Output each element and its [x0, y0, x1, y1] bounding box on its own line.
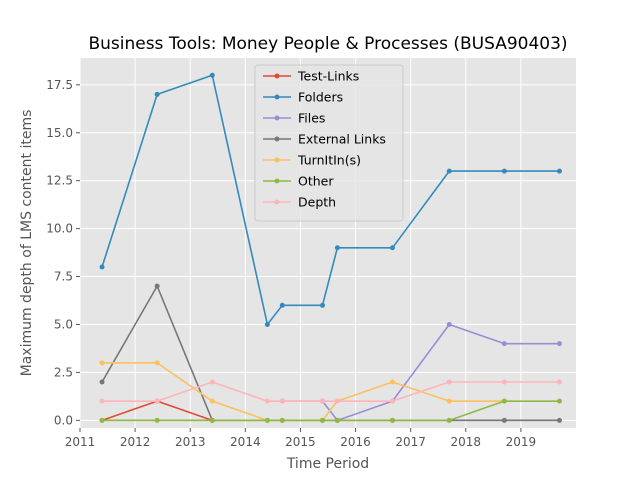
x-tick-label: 2016 — [340, 435, 371, 449]
series-other — [99, 398, 562, 423]
legend-label: Depth — [298, 195, 336, 210]
data-point — [501, 379, 507, 385]
data-point — [154, 417, 160, 423]
data-point — [154, 91, 160, 97]
data-point — [209, 72, 215, 78]
legend-marker — [274, 199, 280, 205]
legend-label: TurnItIn(s) — [297, 153, 361, 168]
legend: Test-Links Folders Files External Links Turn… — [254, 64, 404, 222]
data-point — [556, 417, 562, 423]
data-point — [279, 398, 285, 404]
data-point — [446, 168, 452, 174]
legend-marker — [274, 73, 280, 79]
data-point — [279, 302, 285, 308]
data-point — [209, 417, 215, 423]
legend-item: Folders — [263, 90, 343, 105]
x-tick-label: 2014 — [230, 435, 261, 449]
x-tick-label: 2015 — [285, 435, 316, 449]
data-point — [389, 245, 395, 251]
y-tick-label: 5.0 — [54, 317, 73, 331]
data-point — [99, 417, 105, 423]
x-axis-ticks: 2011 2012 2013 2014 2015 2016 2017 2018 2019 — [65, 428, 536, 449]
x-tick-label: 2011 — [65, 435, 96, 449]
data-point — [334, 417, 340, 423]
data-point — [556, 398, 562, 404]
data-point — [389, 417, 395, 423]
y-tick-label: 12.5 — [46, 174, 73, 188]
series-folders — [99, 72, 562, 327]
data-point — [501, 168, 507, 174]
x-axis-label: Time Period — [286, 456, 369, 472]
data-point — [99, 360, 105, 366]
data-point — [279, 417, 285, 423]
data-point — [334, 245, 340, 251]
data-point — [264, 417, 270, 423]
data-point — [99, 379, 105, 385]
legend-item: Test-Links — [263, 69, 359, 84]
data-point — [389, 379, 395, 385]
x-tick-label: 2018 — [451, 435, 482, 449]
data-point — [319, 302, 325, 308]
data-point — [264, 321, 270, 327]
legend-marker — [274, 136, 280, 142]
legend-marker — [274, 157, 280, 163]
data-point — [446, 321, 452, 327]
y-tick-label: 2.5 — [54, 365, 73, 379]
data-point — [99, 264, 105, 270]
data-point — [556, 168, 562, 174]
legend-box — [254, 64, 404, 222]
legend-item: TurnItIn(s) — [263, 153, 361, 168]
data-point — [154, 360, 160, 366]
legend-label: Other — [298, 174, 334, 189]
x-tick-label: 2019 — [506, 435, 537, 449]
y-tick-label: 7.5 — [54, 270, 73, 284]
x-tick-label: 2013 — [175, 435, 206, 449]
legend-marker — [274, 94, 280, 100]
data-point — [501, 417, 507, 423]
legend-label: Files — [298, 111, 325, 126]
legend-item: External Links — [263, 132, 386, 147]
data-point — [264, 398, 270, 404]
legend-label: Test-Links — [297, 69, 359, 84]
legend-label: External Links — [298, 132, 386, 147]
legend-item: Depth — [263, 195, 336, 210]
data-point — [154, 283, 160, 289]
data-point — [446, 398, 452, 404]
data-point — [389, 398, 395, 404]
legend-marker — [274, 178, 280, 184]
data-point — [334, 398, 340, 404]
data-point — [446, 379, 452, 385]
y-axis-label: Maximum depth of LMS content items — [19, 110, 35, 377]
series-layer — [99, 72, 562, 423]
data-point — [319, 398, 325, 404]
data-point — [319, 417, 325, 423]
legend-item: Files — [263, 111, 325, 126]
data-point — [99, 398, 105, 404]
legend-label: Folders — [298, 90, 343, 105]
data-point — [209, 398, 215, 404]
data-point — [154, 398, 160, 404]
data-point — [556, 379, 562, 385]
series-depth — [99, 379, 562, 404]
y-tick-label: 0.0 — [54, 413, 73, 427]
chart-title: Business Tools: Money People & Processes… — [88, 34, 567, 54]
y-tick-label: 17.5 — [46, 78, 73, 92]
x-tick-label: 2017 — [395, 435, 426, 449]
data-point — [556, 341, 562, 347]
data-point — [501, 341, 507, 347]
x-tick-label: 2012 — [120, 435, 151, 449]
data-point — [446, 417, 452, 423]
legend-item: Other — [263, 174, 334, 189]
y-tick-label: 15.0 — [46, 126, 73, 140]
data-point — [501, 398, 507, 404]
legend-marker — [274, 115, 280, 121]
data-point — [209, 379, 215, 385]
y-axis-ticks: 0.0 2.5 5.0 7.5 10.0 12.5 15.0 17.5 — [46, 78, 80, 427]
y-tick-label: 10.0 — [46, 222, 73, 236]
